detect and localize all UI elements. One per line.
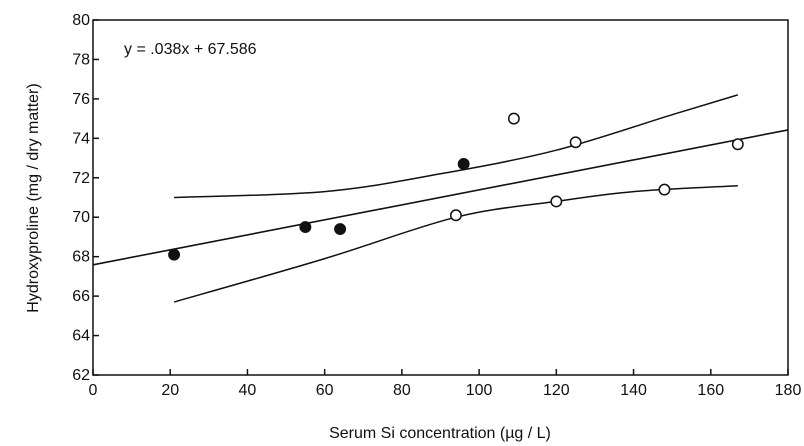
x-tick-label: 160 (697, 382, 724, 399)
y-tick-label: 62 (72, 367, 90, 384)
y-tick-label: 64 (72, 328, 90, 345)
open-point (731, 138, 744, 151)
x-tick-label: 100 (466, 382, 493, 399)
filled-point (334, 223, 347, 236)
point-group (168, 112, 744, 261)
y-axis-title: Hydroxyproline (mg / dry matter) (25, 83, 42, 312)
filled-point (299, 221, 312, 234)
y-tick-label: 74 (72, 130, 90, 147)
open-point (569, 136, 582, 149)
plot-frame (92, 19, 789, 376)
x-tick-label: 140 (620, 382, 647, 399)
y-tick-label: 78 (72, 51, 90, 68)
y-tick-label: 80 (72, 12, 90, 29)
y-tick-label: 70 (72, 209, 90, 226)
x-tick-label: 20 (161, 382, 179, 399)
x-tick-label: 0 (89, 382, 98, 399)
filled-point (168, 248, 181, 261)
x-tick-label: 120 (543, 382, 570, 399)
x-tick-label: 80 (393, 382, 411, 399)
curve-group (92, 94, 789, 303)
open-point (658, 183, 671, 196)
y-tick-label: 76 (72, 91, 90, 108)
y-tick-label: 66 (72, 288, 90, 305)
equation-label: y = .038x + 67.586 (124, 41, 257, 58)
open-point (449, 209, 462, 222)
x-axis-title: Serum Si concentration (µg / L) (329, 425, 551, 442)
confidence-upper-curve (174, 94, 739, 199)
x-tick-label: 180 (775, 382, 802, 399)
tick-group: 0 20 40 60 80 100 120 140 160 180 62 64 66 68 70 72 74 76… (72, 12, 801, 399)
open-point (507, 112, 520, 125)
open-point (550, 195, 563, 208)
y-tick-label: 72 (72, 170, 90, 187)
x-tick-label: 40 (239, 382, 257, 399)
confidence-lower-curve (173, 184, 738, 303)
filled-point (457, 158, 470, 170)
x-tick-label: 60 (316, 382, 334, 399)
y-tick-label: 68 (72, 249, 90, 266)
regression-line (92, 129, 789, 266)
